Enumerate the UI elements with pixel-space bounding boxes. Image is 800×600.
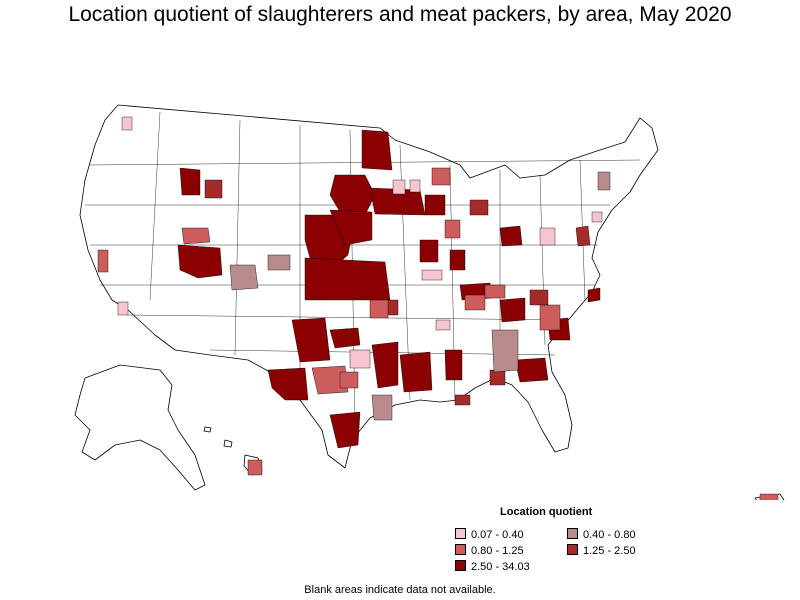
legend-item: 1.25 - 2.50	[567, 544, 636, 558]
legend-label: 0.07 - 0.40	[471, 529, 524, 541]
legend-label: 0.40 - 0.80	[583, 529, 636, 541]
map-title: Location quotient of slaughterers and me…	[68, 3, 732, 26]
legend-label: 0.80 - 1.25	[471, 545, 524, 557]
alaska-outline	[74, 364, 206, 491]
hawaii-outline	[223, 439, 233, 448]
footnote: Blank areas indicate data not available.	[304, 584, 496, 596]
legend-title: Location quotient	[500, 506, 593, 518]
legend-label: 1.25 - 2.50	[583, 545, 636, 557]
us-map	[74, 104, 785, 500]
legend-item: 0.40 - 0.80	[567, 528, 636, 542]
legend-swatch	[455, 560, 466, 571]
legend-swatch	[455, 544, 466, 555]
legend-label: 2.50 - 34.03	[471, 561, 530, 573]
legend-item: 0.80 - 1.25	[455, 544, 524, 558]
hawaii-outline	[203, 426, 212, 433]
legend-swatch	[567, 544, 578, 555]
legend-item: 0.07 - 0.40	[455, 528, 524, 542]
legend-swatch	[567, 528, 578, 539]
legend-swatch	[455, 528, 466, 539]
legend-item: 2.50 - 34.03	[455, 560, 530, 574]
